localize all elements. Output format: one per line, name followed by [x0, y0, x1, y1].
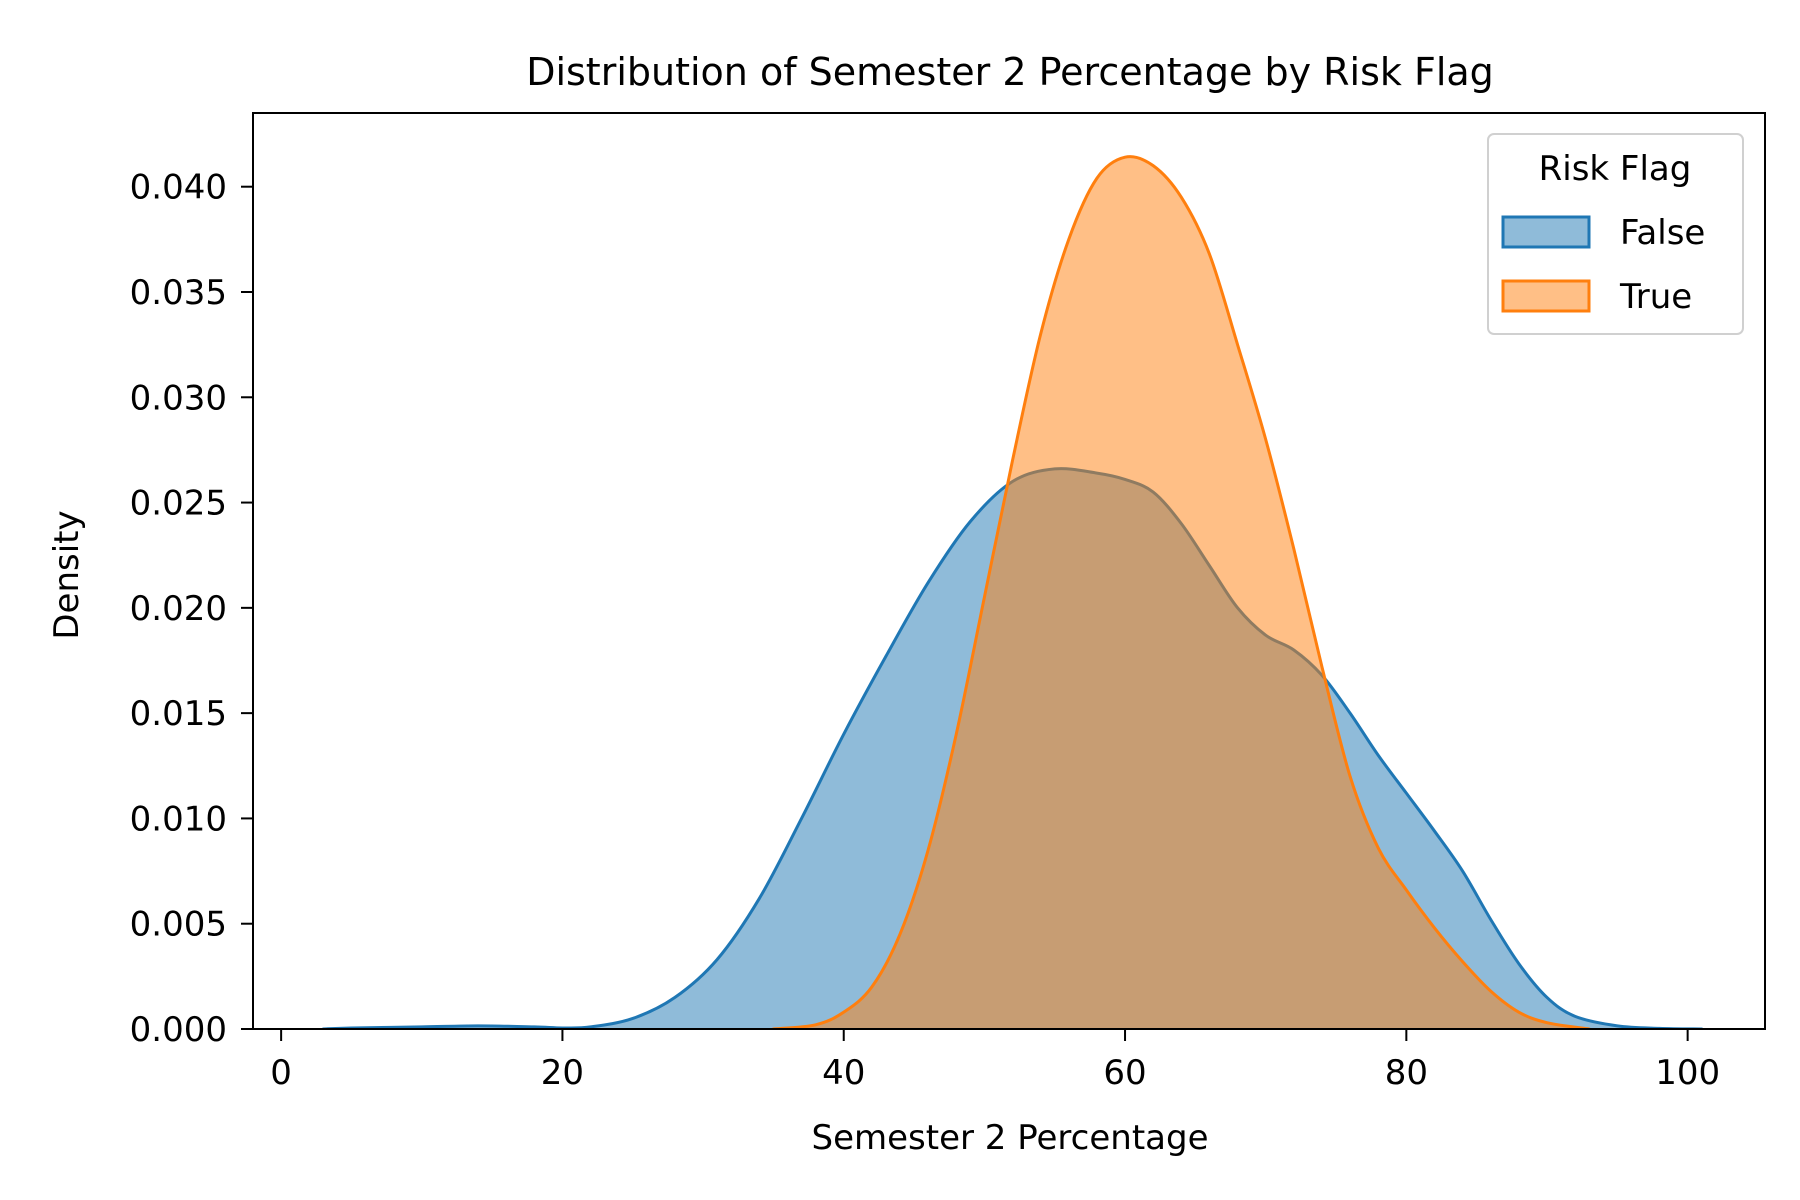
legend-label-false: False: [1620, 213, 1705, 253]
legend-title: Risk Flag: [1539, 149, 1692, 189]
y-axis-label: Density: [47, 510, 87, 639]
y-tick-label-0-03: 0.030: [130, 378, 227, 418]
chart-title: Distribution of Semester 2 Percentage by…: [526, 50, 1494, 94]
y-tick-label-0-025: 0.025: [130, 484, 227, 524]
x-axis-label: Semester 2 Percentage: [812, 1118, 1209, 1158]
x-tick-label-20: 20: [541, 1053, 584, 1093]
x-tick-label-0: 0: [270, 1053, 292, 1093]
legend-label-true: True: [1619, 277, 1692, 317]
legend: Risk Flag False True: [1487, 133, 1744, 335]
y-tick-label-0: 0.000: [130, 1010, 227, 1050]
density-area-true: [773, 156, 1590, 1029]
y-tick-label-0-02: 0.020: [130, 589, 227, 629]
x-tick-label-40: 40: [822, 1053, 865, 1093]
series-clip-group: [321, 155, 1704, 1029]
legend-swatch-true: [1501, 279, 1591, 313]
series-layer: [321, 155, 1704, 1029]
x-tick-label-60: 60: [1103, 1053, 1146, 1093]
x-tick-label-80: 80: [1385, 1053, 1428, 1093]
y-tick-label-0-015: 0.015: [130, 694, 227, 734]
y-tick-label-0-04: 0.040: [130, 168, 227, 208]
density-line-true: [771, 155, 1591, 1029]
y-tick-label-0-005: 0.005: [130, 905, 227, 945]
legend-swatch-false: [1501, 215, 1591, 249]
axes-layer: 0 20 40 60 80 100 0.000 0.005 0.010 0.015 0.020 0.0…: [130, 112, 1766, 1093]
y-tick-label-0-035: 0.035: [130, 273, 227, 313]
x-tick-label-100: 100: [1655, 1053, 1720, 1093]
plot-frame: [252, 112, 1766, 1030]
y-tick-label-0-01: 0.010: [130, 799, 227, 839]
